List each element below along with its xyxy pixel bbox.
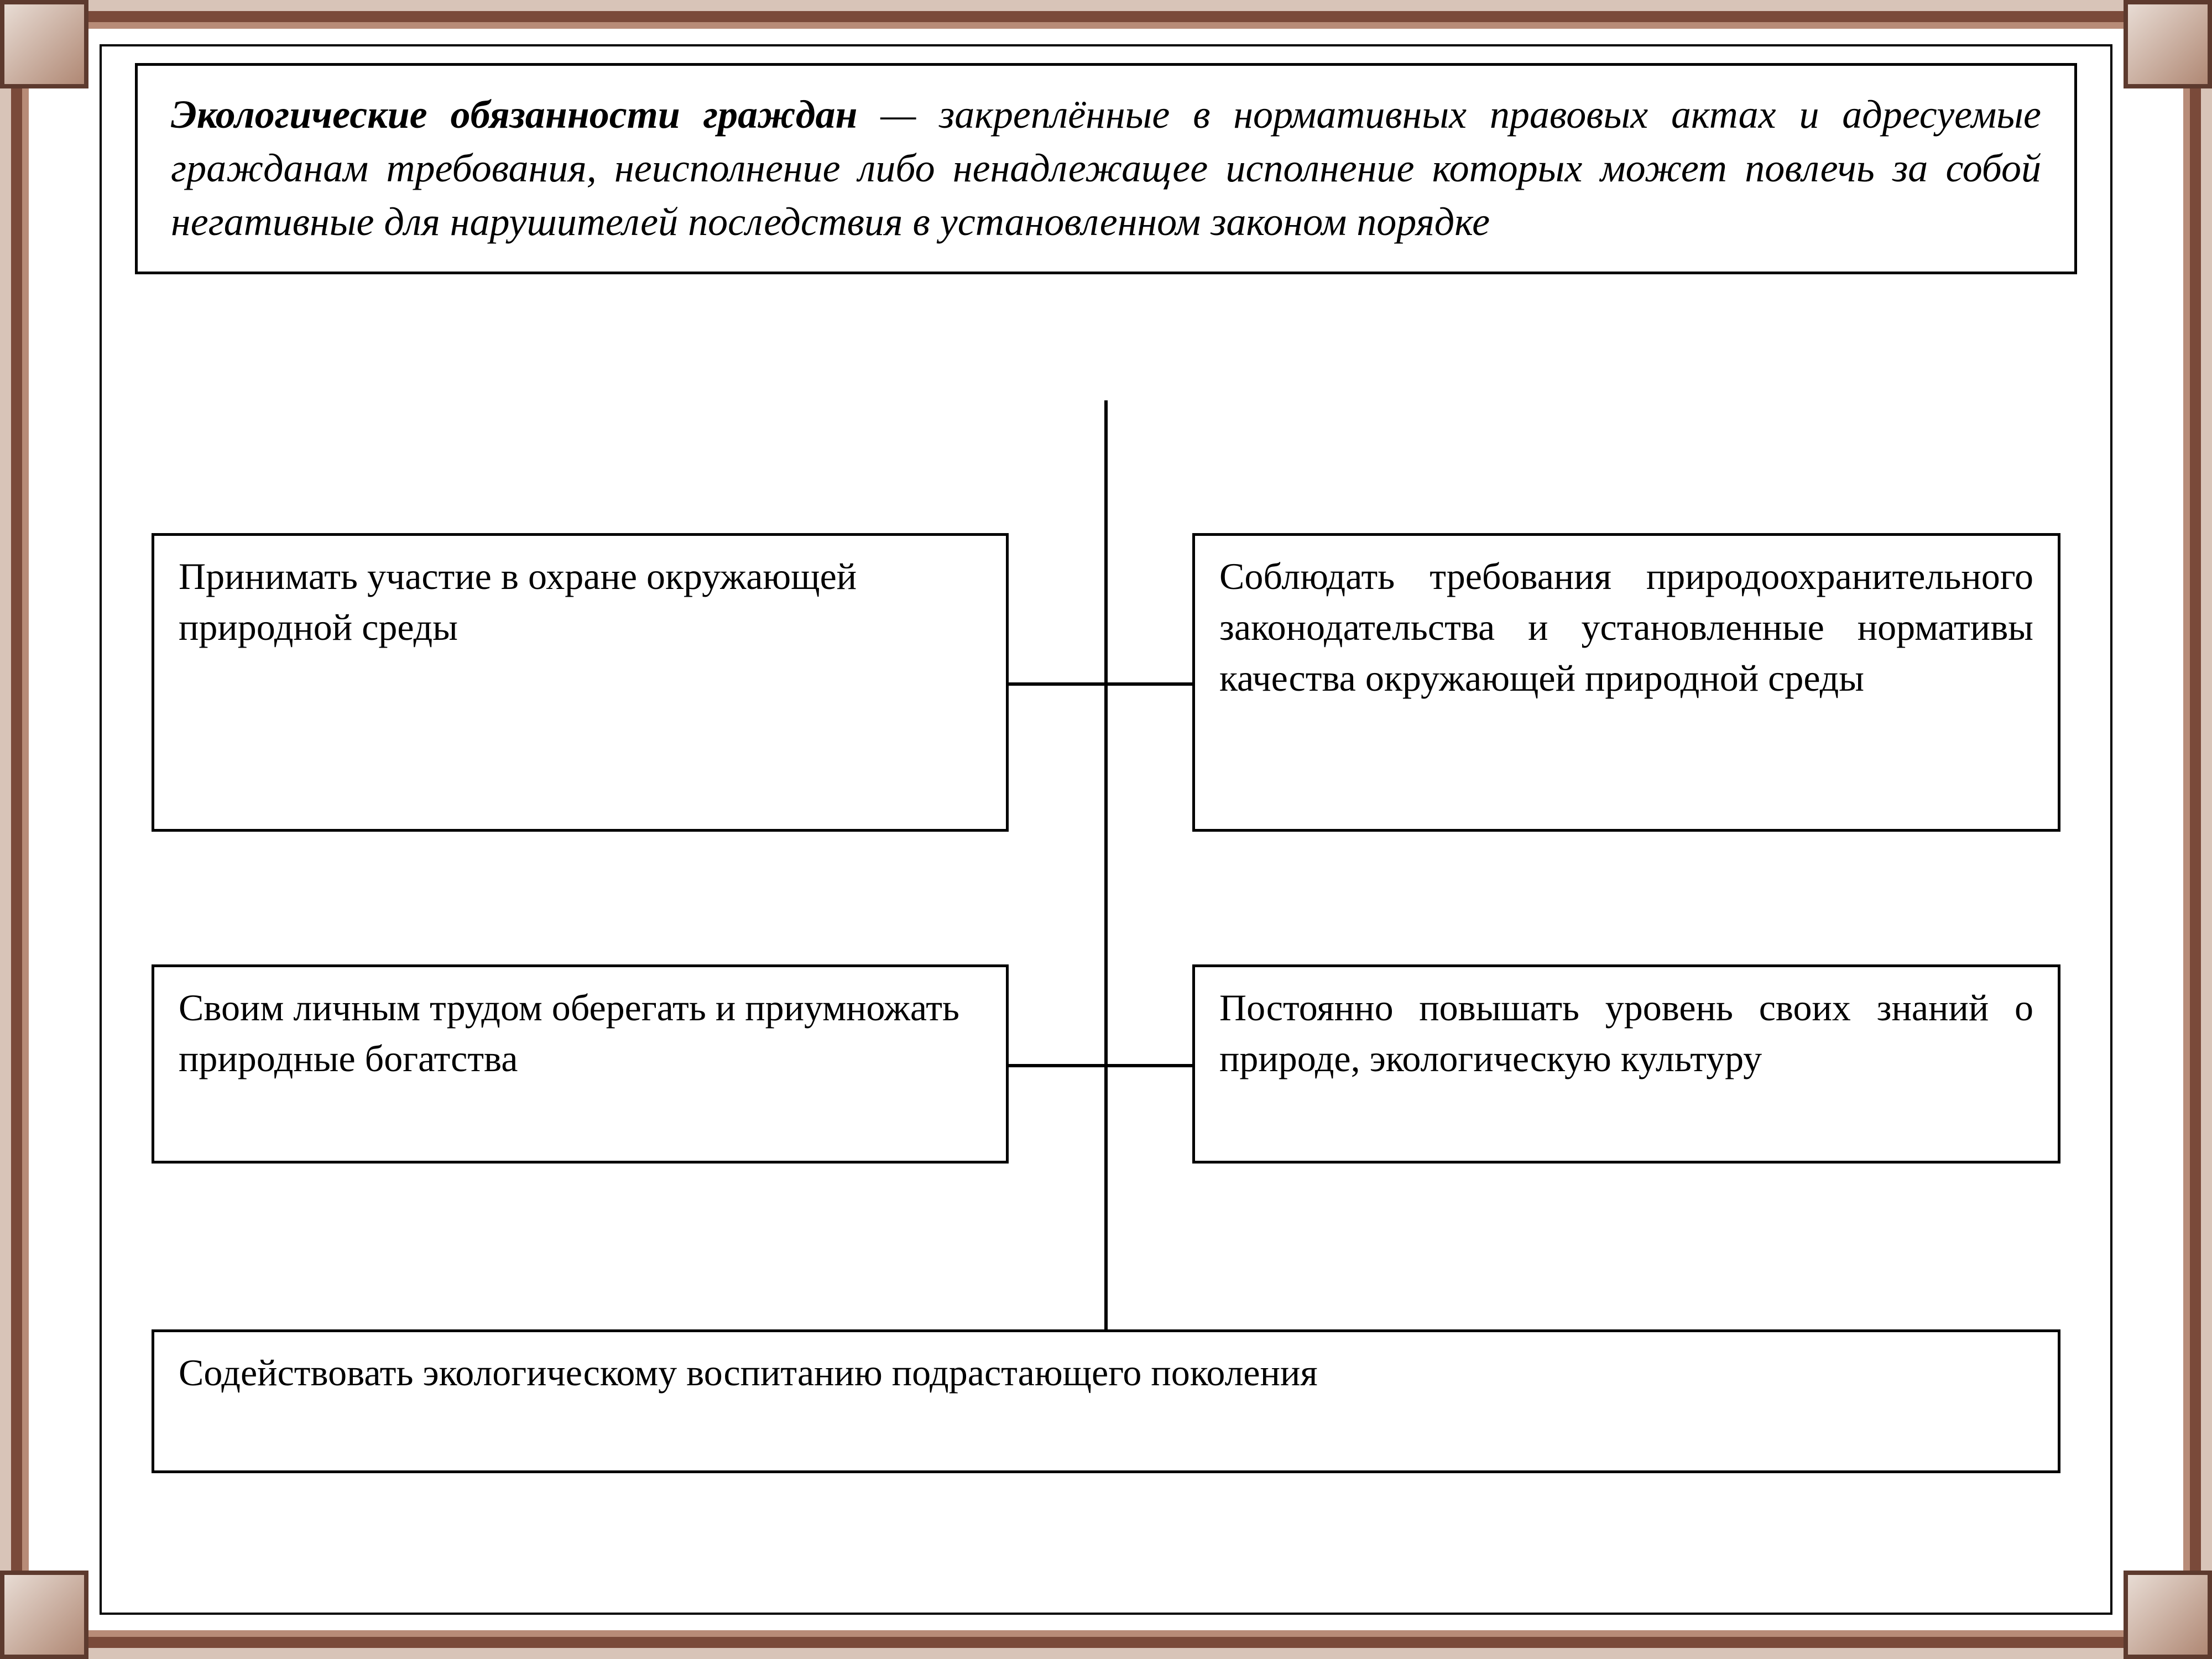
connector-row1-right — [1106, 682, 1192, 686]
node-labor: Своим личным трудом обере­гать и приумно… — [152, 964, 1009, 1164]
frame-corner-br — [2124, 1571, 2212, 1659]
connector-trunk — [1104, 400, 1108, 1329]
definition-box: Экологические обязанности граждан — закр… — [135, 63, 2077, 274]
diagram-canvas: Экологические обязанности граждан — закр… — [100, 44, 2112, 1615]
node-text: Своим личным трудом обере­гать и приумно… — [179, 987, 959, 1079]
node-text: Постоянно повышать уро­вень своих знаний… — [1219, 987, 2033, 1079]
node-text: Содействовать экологическому воспитанию … — [179, 1352, 1318, 1394]
node-participate: Принимать участие в охране окружающей пр… — [152, 533, 1009, 832]
connector-row2-right — [1106, 1064, 1192, 1067]
node-education: Содействовать экологическому воспитанию … — [152, 1329, 2060, 1473]
node-text: Соблюдать требования при­родоохранительн… — [1219, 555, 2033, 699]
node-knowledge: Постоянно повышать уро­вень своих знаний… — [1192, 964, 2060, 1164]
node-text: Принимать участие в охране окружающей пр… — [179, 555, 857, 648]
connector-row1-left — [1009, 682, 1106, 686]
frame-corner-tr — [2124, 0, 2212, 88]
definition-term: Экологические обязанности граждан — [171, 92, 857, 137]
frame-corner-tl — [0, 0, 88, 88]
node-comply: Соблюдать требования при­родоохранительн… — [1192, 533, 2060, 832]
content-area: Экологические обязанности граждан — закр… — [100, 44, 2112, 1615]
frame-corner-bl — [0, 1571, 88, 1659]
slide-frame: Экологические обязанности граждан — закр… — [0, 0, 2212, 1659]
definition-dash: — — [857, 92, 939, 137]
connector-row2-left — [1009, 1064, 1106, 1067]
